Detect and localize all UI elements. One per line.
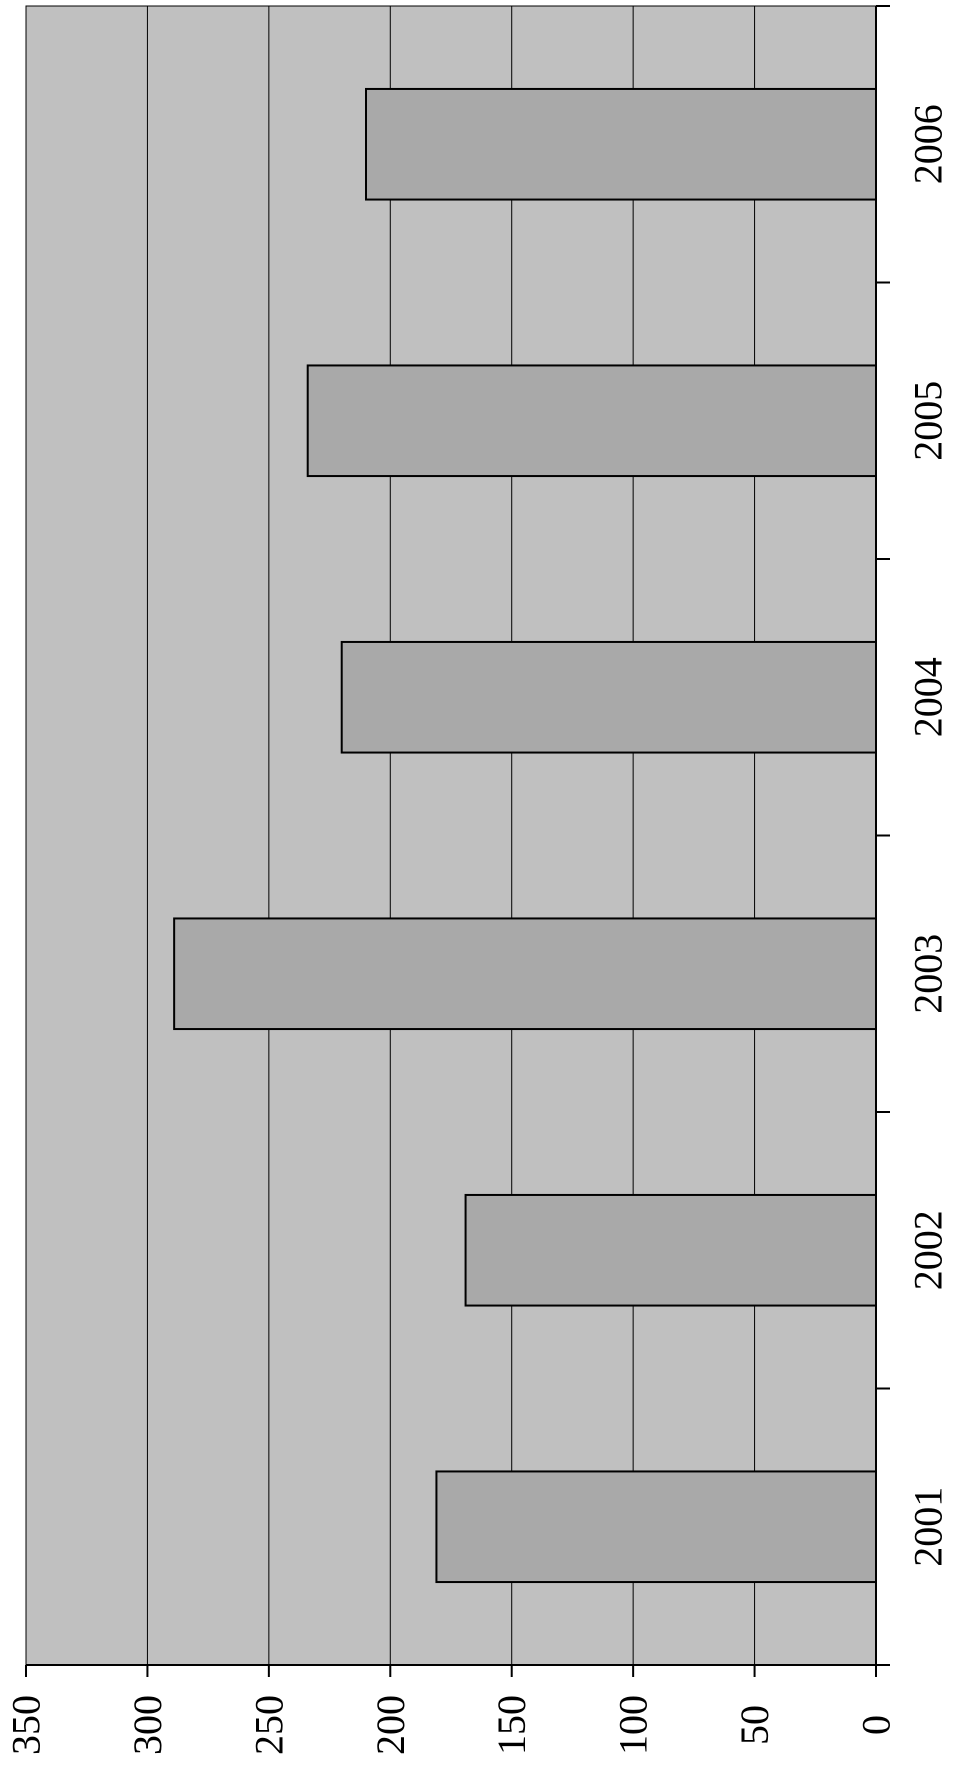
category-label: 2004 xyxy=(906,657,951,737)
category-label: 2001 xyxy=(906,1487,951,1567)
value-tick-label: 0 xyxy=(854,1715,899,1735)
bar xyxy=(365,87,877,201)
category-label: 2006 xyxy=(906,104,951,184)
bar xyxy=(435,1470,877,1584)
bars xyxy=(173,87,877,1584)
value-axis-ticks: 0 50 100 150 200 250 300 350 xyxy=(4,1665,899,1755)
value-tick-label: 300 xyxy=(125,1695,170,1755)
bar xyxy=(173,917,877,1031)
category-label: 2002 xyxy=(906,1210,951,1290)
plot-area xyxy=(25,5,877,1666)
value-tick-label: 200 xyxy=(368,1695,413,1755)
value-tick-label: 150 xyxy=(489,1695,534,1755)
bar xyxy=(464,1193,877,1307)
bar xyxy=(340,640,877,754)
category-label: 2003 xyxy=(906,934,951,1014)
gridlines xyxy=(25,6,877,1665)
axes xyxy=(26,5,890,1666)
value-tick-label: 350 xyxy=(4,1695,49,1755)
value-tick-label: 100 xyxy=(611,1695,656,1755)
value-tick-label: 50 xyxy=(732,1705,777,1745)
category-label: 2005 xyxy=(906,381,951,461)
value-tick-label: 250 xyxy=(246,1695,291,1755)
bar xyxy=(306,364,877,478)
category-axis-labels: 2001 2002 2003 2004 2005 2006 xyxy=(906,104,951,1567)
